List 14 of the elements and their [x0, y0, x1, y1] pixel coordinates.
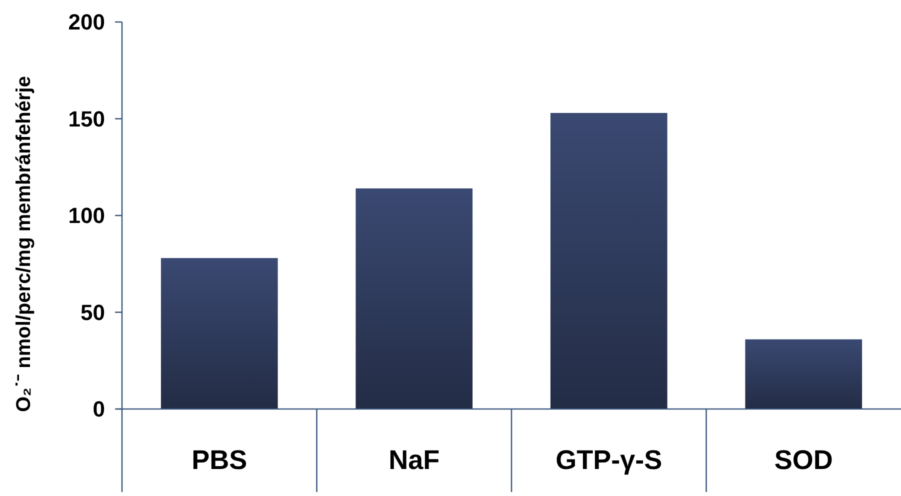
bar — [550, 112, 668, 409]
x-tick-label: NaF — [388, 445, 440, 475]
y-axis-title: O₂˙⁻ nmol/perc/mg membránfehérje — [13, 76, 35, 412]
x-tick-label: PBS — [192, 445, 248, 475]
y-tick-label: 50 — [80, 300, 105, 325]
bar — [745, 339, 862, 409]
y-tick-label: 200 — [68, 10, 105, 35]
y-tick-label: 150 — [68, 106, 105, 132]
bar — [356, 188, 473, 409]
x-tick-label: SOD — [774, 445, 833, 475]
x-tick-label: GTP-γ-S — [556, 445, 662, 475]
y-tick-label: 100 — [68, 203, 105, 228]
y-tick-label: 0 — [92, 396, 105, 422]
bar — [160, 258, 278, 409]
